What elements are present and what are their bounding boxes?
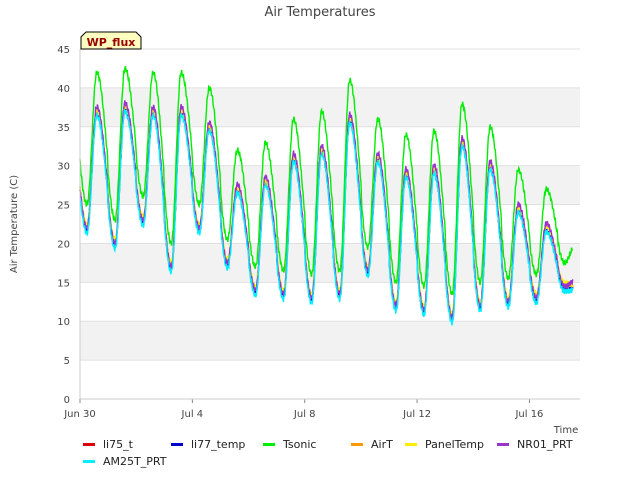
legend-label: NR01_PRT <box>517 438 573 451</box>
x-tick-label: Jul 16 <box>514 409 543 420</box>
legend-item-li75_t: li75_t <box>80 438 168 451</box>
y-tick-label: 45 <box>57 45 70 56</box>
legend-item-airt: AirT <box>348 438 402 451</box>
grid-band <box>80 282 580 322</box>
legend-swatch <box>263 443 275 446</box>
grid-band <box>80 126 580 166</box>
x-tick-label: Jun 30 <box>63 409 96 420</box>
grid-band <box>80 321 580 361</box>
y-axis-ticks: 0 5 10 15 20 25 30 35 40 45 <box>57 45 70 406</box>
grid-band <box>80 49 580 88</box>
plot-background <box>80 48 580 400</box>
y-axis-label: Air Temperature (C) <box>9 175 20 273</box>
legend-item-tsonic: Tsonic <box>260 438 348 451</box>
y-tick-label: 5 <box>64 356 70 367</box>
y-tick-label: 25 <box>57 201 70 212</box>
x-tick-label: Jul 12 <box>402 409 431 420</box>
x-tick-label: Jul 4 <box>181 409 204 420</box>
legend-label: PanelTemp <box>425 438 484 451</box>
x-tick-label: Jul 8 <box>293 409 316 420</box>
legend-item-am25t_prt: AM25T_PRT <box>80 455 200 468</box>
grid-band <box>80 360 580 399</box>
legend-item-nr01_prt: NR01_PRT <box>494 438 582 451</box>
chart-title: Air Temperatures <box>264 5 375 20</box>
legend-label: AM25T_PRT <box>103 455 167 468</box>
series-lines <box>79 66 574 326</box>
legend-item-paneltemp: PanelTemp <box>402 438 494 451</box>
x-axis-label: Time <box>553 425 578 436</box>
legend-swatch <box>83 443 95 446</box>
series-line-AM25T_PRT <box>79 108 574 326</box>
grid-band <box>80 243 580 283</box>
legend-swatch <box>351 443 363 446</box>
legend-row-1: li75_t li77_temp Tsonic AirT PanelTemp N… <box>80 436 600 453</box>
legend-label: Tsonic <box>283 438 317 451</box>
legend-label: li75_t <box>103 438 133 451</box>
site-badge: WP_flux <box>80 31 142 50</box>
legend-swatch <box>497 443 509 446</box>
y-tick-label: 20 <box>57 239 70 250</box>
x-axis-ticks: Jun 30 Jul 4 Jul 8 Jul 12 Jul 16 <box>63 399 543 420</box>
y-tick-label: 15 <box>57 278 70 289</box>
legend-item-li77_temp: li77_temp <box>168 438 260 451</box>
legend-row-2: AM25T_PRT <box>80 453 600 470</box>
y-tick-label: 0 <box>64 395 70 406</box>
y-tick-label: 40 <box>57 84 70 95</box>
y-tick-label: 10 <box>57 317 70 328</box>
legend-swatch <box>83 460 95 463</box>
y-tick-label: 35 <box>57 123 70 134</box>
legend-label: li77_temp <box>191 438 246 451</box>
legend: li75_t li77_temp Tsonic AirT PanelTemp N… <box>80 436 600 470</box>
grid-band <box>80 87 580 127</box>
y-tick-label: 30 <box>57 162 70 173</box>
legend-swatch <box>171 443 183 446</box>
legend-label: AirT <box>371 438 393 451</box>
legend-swatch <box>405 443 417 446</box>
series-line-Tsonic <box>79 66 574 296</box>
site-badge-label: WP_flux <box>87 36 136 49</box>
